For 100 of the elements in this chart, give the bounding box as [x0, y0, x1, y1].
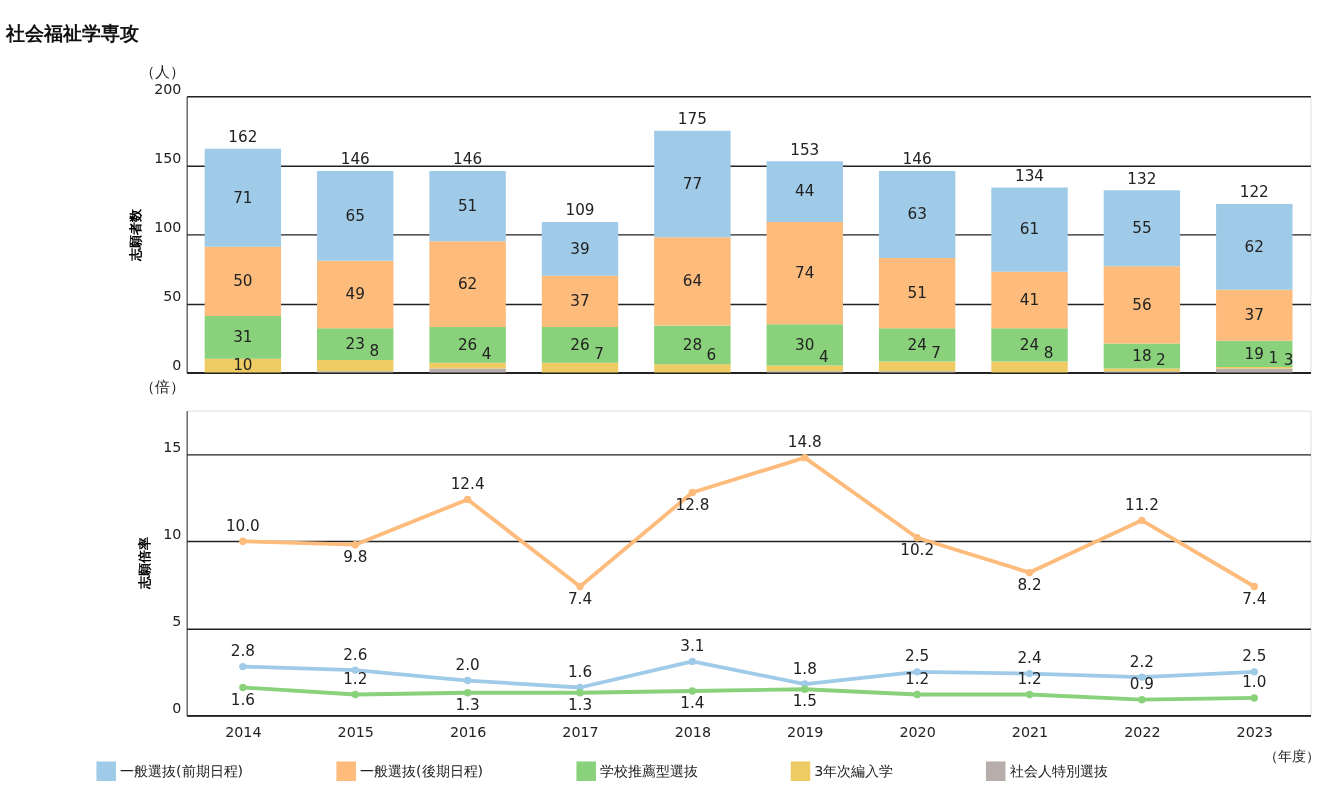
chart-title: 社会福祉学専攻	[4, 22, 139, 45]
data-label: 71	[233, 188, 253, 207]
x-tick-label: 2023	[1236, 723, 1273, 740]
data-label: 62	[1244, 237, 1264, 256]
data-label: 26	[570, 335, 590, 354]
total-label: 134	[1014, 166, 1045, 185]
data-label: 74	[795, 263, 815, 282]
y-tick-label: 150	[154, 150, 182, 166]
y-tick-label: 5	[172, 612, 182, 629]
data-label: 3.1	[680, 636, 705, 655]
data-label: 37	[1244, 305, 1264, 324]
data-label: 30	[795, 335, 815, 354]
x-tick-label: 2022	[1124, 723, 1161, 740]
y-tick-label: 10	[163, 525, 182, 542]
data-label: 61	[1019, 220, 1040, 239]
data-label: 37	[570, 292, 590, 311]
data-label: 9.8	[343, 547, 368, 566]
total-label: 146	[340, 150, 370, 169]
data-label: 1.3	[455, 695, 480, 714]
data-label: 28	[682, 335, 703, 354]
total-label: 146	[453, 150, 483, 169]
text: （倍）	[139, 377, 185, 396]
data-label: 24	[907, 335, 927, 354]
data-label: 1.6	[230, 690, 255, 709]
total-label: 162	[228, 128, 258, 147]
data-label: 77	[682, 174, 703, 193]
data-label: 10.0	[225, 516, 260, 535]
data-label: 12.4	[450, 474, 485, 493]
legend-label: 一般選抜(後期日程)	[360, 762, 484, 779]
data-label: 1.2	[343, 670, 368, 689]
total-label: 132	[1127, 169, 1157, 188]
data-label: 11.2	[1124, 495, 1159, 514]
data-label: 2	[1156, 350, 1166, 369]
total-label: 175	[677, 110, 707, 129]
data-label: 1.2	[1017, 670, 1042, 689]
data-label: 4	[818, 347, 829, 366]
data-label: 31	[233, 328, 253, 347]
data-label: 7.4	[567, 589, 593, 608]
data-label: 3	[1283, 350, 1294, 369]
x-axis-title: （年度）	[1264, 748, 1320, 765]
total-label: 146	[902, 150, 932, 169]
data-label: 10.2	[900, 540, 935, 559]
data-label: 1.2	[905, 670, 930, 689]
data-label: 65	[345, 206, 365, 225]
data-label: 44	[795, 182, 815, 201]
data-label: 2.5	[905, 647, 930, 666]
x-tick-label: 2021	[1011, 723, 1049, 740]
x-tick-label: 2014	[225, 723, 262, 740]
data-label: 2.8	[230, 642, 255, 661]
data-label: 2.5	[1242, 647, 1267, 666]
data-label: 41	[1019, 290, 1040, 309]
data-label: 7.4	[1242, 589, 1267, 608]
data-label: 63	[907, 205, 927, 224]
legend-label: 3年次編入学	[814, 762, 894, 779]
total-label: 109	[565, 201, 595, 220]
data-label: 8	[369, 342, 380, 361]
x-tick-label: 2019	[787, 723, 824, 740]
data-label: 7	[594, 345, 604, 364]
x-tick-label: 2015	[337, 723, 374, 740]
data-label: 2.2	[1129, 652, 1155, 671]
legend-label: 一般選抜(前期日程)	[120, 762, 244, 779]
x-tick-label: 2016	[449, 723, 487, 740]
data-label: 2.6	[343, 645, 368, 664]
legend-label: 学校推薦型選抜	[600, 762, 698, 779]
total-label: 153	[790, 140, 820, 159]
data-label: 18	[1132, 346, 1152, 365]
data-label: 1.5	[792, 692, 817, 711]
data-label: 39	[570, 239, 590, 258]
data-label: 7	[931, 343, 942, 362]
x-tick-label: 2018	[674, 723, 712, 740]
data-label: 50	[233, 272, 253, 291]
data-label: 6	[706, 346, 717, 365]
y-axis-title: 志願倍率	[136, 537, 152, 591]
data-label: 64	[682, 272, 703, 291]
data-label: 1.0	[1242, 673, 1267, 692]
y-tick-label: 50	[163, 288, 182, 305]
y-axis-title: 志願者数	[127, 207, 143, 262]
data-label: 1.3	[567, 695, 593, 714]
data-label: 23	[345, 334, 365, 353]
data-label: 55	[1132, 218, 1152, 237]
x-tick-label: 2017	[562, 723, 599, 740]
data-label: 14.8	[787, 433, 822, 452]
y-tick-label: 15	[163, 438, 182, 455]
x-tick-label: 2020	[899, 723, 936, 740]
data-label: 26	[457, 335, 478, 354]
data-label: 8.2	[1017, 575, 1042, 594]
y-tick-label: 0	[172, 700, 182, 716]
data-label: 2.0	[455, 656, 480, 675]
data-label: 1.6	[567, 663, 593, 682]
data-label: 12.8	[675, 495, 710, 514]
data-label: 24	[1019, 335, 1040, 354]
y-tick-label: 0	[172, 357, 182, 374]
data-label: 19	[1244, 344, 1264, 363]
data-label: 56	[1132, 295, 1152, 314]
data-label: 2.4	[1017, 649, 1042, 668]
data-label: 0.9	[1129, 675, 1155, 694]
data-label: 8	[1043, 343, 1054, 362]
legend-label: 社会人特別選抜	[1009, 762, 1108, 779]
data-label: 4	[481, 345, 492, 364]
data-label: 10	[233, 356, 253, 375]
